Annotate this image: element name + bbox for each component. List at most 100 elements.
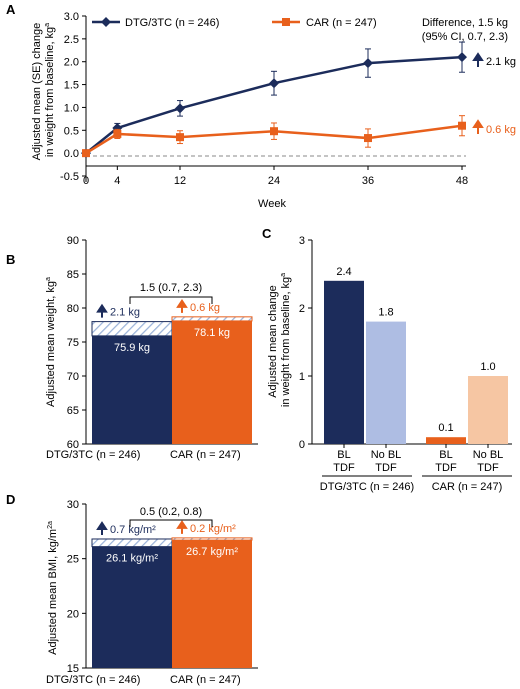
panel-c-y-axis-label-line2: in weight from baseline, kg: [280, 277, 292, 407]
panel-a-ytick-label: 2.0: [64, 57, 79, 69]
bar-dtg-increase: [91, 538, 173, 548]
panel-c-bar: [426, 437, 466, 444]
panel-d-ytick-label: 25: [67, 554, 79, 566]
series-car-point: [113, 129, 122, 138]
panel-a-ytick-label: 0.5: [64, 125, 79, 137]
panel-c-bar-value-label: 2.4: [336, 266, 351, 278]
panel-d-y-axis-label-text: Adjusted mean BMI, kg/m: [47, 529, 59, 655]
bar-dtg-increase-label: 0.7 kg/m²: [110, 524, 156, 536]
series-car-point: [176, 133, 184, 142]
dtg-up-arrow-icon: [96, 521, 108, 535]
bar-car-baseline: [172, 540, 252, 668]
legend-dtg-label: DTG/3TC (n = 246): [125, 17, 219, 29]
panel-c-category-label: TDF: [333, 462, 355, 474]
legend-car-marker: [282, 18, 290, 26]
panel-b-ytick-label: 65: [67, 405, 79, 417]
panel-a-x-axis-label: Week: [258, 198, 286, 210]
car-up-arrow-icon: [472, 119, 484, 134]
bar-dtg-increase-label: 2.1 kg: [110, 307, 140, 319]
panel-d-comparison-bracket: [129, 519, 213, 527]
panel-b-y-axis-label-text: Adjusted mean weight, kg: [45, 281, 57, 407]
panel-c-ytick-label: 0: [299, 439, 305, 451]
panel-a-xtick-label: 48: [456, 175, 468, 187]
panel-a-dtg-end-value: 2.1 kg: [486, 56, 516, 68]
panel-c-category-label: No BL: [371, 449, 402, 461]
panel-c-bar: [366, 321, 406, 444]
series-car-line: [85, 124, 463, 155]
series-dtg-point: [363, 58, 373, 69]
panel-b-bars: 75.9 kg 2.1 kg 78.1 kg 0.6 kg: [91, 299, 253, 444]
dtg-up-arrow-icon: [96, 303, 108, 318]
legend-dtg-marker: [101, 17, 111, 27]
panel-c-group-dtg: DTG/3TC (n = 246): [320, 481, 414, 493]
series-dtg-point: [457, 52, 467, 63]
panel-d-label: D: [6, 492, 15, 507]
panel-c-ytick-label: 2: [299, 303, 305, 315]
panel-b-comparison-bracket: [129, 296, 213, 304]
panel-c-ytick-label: 1: [299, 371, 305, 383]
panel-b-y-ticks: 60 65 70 75 80 85 90: [67, 235, 86, 451]
panel-a-label: A: [6, 2, 16, 17]
panel-a-xtick-label: 36: [362, 175, 374, 187]
panel-d-y-ticks: 15 20 25 30: [67, 499, 86, 675]
panel-b-y-axis-label: Adjusted mean weight, kga: [45, 277, 57, 407]
panel-a-difference-line2: (95% CI, 0.7, 2.3): [422, 31, 508, 43]
panel-c-bar-value-label: 1.8: [378, 307, 393, 319]
panel-d-ytick-label: 30: [67, 499, 79, 511]
panel-c-bar-value-label: 1.0: [480, 361, 495, 373]
car-up-arrow-icon: [176, 520, 188, 534]
panel-a-y-ticks: -0.5 0.0 0.5 1.0 1.5 2.0 2.5 3.0: [60, 11, 86, 183]
bar-dtg-baseline: [92, 335, 172, 444]
panel-b-ytick-label: 85: [67, 269, 79, 281]
panel-c-category-label: TDF: [435, 462, 457, 474]
panel-a-ytick-label: 0.0: [64, 148, 79, 160]
panel-d-y-axis-label-sup: 2a: [47, 521, 54, 529]
panel-c-category-label: TDF: [375, 462, 397, 474]
panel-b-ytick-label: 80: [67, 303, 79, 315]
panel-c-ytick-label: 3: [299, 235, 305, 247]
panel-a-difference-line1: Difference, 1.5 kg: [422, 17, 508, 29]
panel-a-x-ticks: 0 4 12 24 36 48: [83, 166, 468, 187]
panel-a-ytick-label: 3.0: [64, 11, 79, 23]
panel-a-car-end-value: 0.6 kg: [486, 124, 516, 136]
panel-a-ytick-label: 1.0: [64, 102, 79, 114]
panel-a-series: [81, 41, 467, 159]
panel-a-ytick-label: 2.5: [64, 34, 79, 46]
panel-b-category-car: CAR (n = 247): [170, 449, 241, 461]
dtg-up-arrow-icon: [472, 52, 484, 67]
panel-a-y-axis-label-line2: in weight from baseline, kg: [44, 27, 56, 157]
bar-car-baseline: [172, 320, 252, 444]
panel-c-category-label: TDF: [477, 462, 499, 474]
series-dtg-line: [85, 55, 463, 155]
panel-d-category-dtg: DTG/3TC (n = 246): [46, 674, 140, 686]
panel-a-y-axis-label-line1: Adjusted mean (SE) change: [31, 23, 43, 161]
panel-a-car-end-label: 0.6 kg: [472, 119, 516, 136]
series-car-point: [458, 121, 466, 130]
panel-c-group-car: CAR (n = 247): [432, 481, 503, 493]
panel-a-ytick-label: -0.5: [60, 171, 79, 183]
panel-d: D 15 20 25 30 Adjusted mean BMI, kg/m2a 26.…: [6, 492, 258, 686]
panel-d-category-car: CAR (n = 247): [170, 674, 241, 686]
series-car-point: [364, 134, 372, 143]
panel-a-y-axis-label: Adjusted mean (SE) change in weight from…: [31, 20, 56, 161]
panel-c-y-axis-label-sup: a: [280, 273, 287, 277]
panel-b-ytick-label: 70: [67, 371, 79, 383]
panel-b-ytick-label: 90: [67, 235, 79, 247]
panel-a: A -0.5 0.0 0.5 1.0 1.5 2.0 2.5 3.0 0 4 12 24 36 48 W…: [6, 2, 516, 210]
bar-dtg-increase: [91, 321, 173, 337]
panel-c-y-axis-label: Adjusted mean change in weight from base…: [267, 273, 292, 407]
bar-car-value-label: 26.7 kg/m²: [186, 546, 238, 558]
panel-d-bars: 26.1 kg/m² 0.7 kg/m² 26.7 kg/m² 0.2 kg/m²: [91, 520, 253, 668]
panel-a-legend: DTG/3TC (n = 246) CAR (n = 247): [92, 17, 377, 29]
panel-a-xtick-label: 4: [114, 175, 120, 187]
panel-b-ytick-label: 75: [67, 337, 79, 349]
series-car-point: [82, 149, 90, 158]
car-up-arrow-icon: [176, 299, 188, 313]
panel-b-category-dtg: DTG/3TC (n = 246): [46, 449, 140, 461]
panel-c-y-axis-label-line1: Adjusted mean change: [267, 285, 279, 398]
bar-car-value-label: 78.1 kg: [194, 327, 230, 339]
series-dtg-point: [175, 103, 185, 114]
panel-a-xtick-label: 24: [268, 175, 280, 187]
bar-car-increase: [171, 316, 253, 322]
